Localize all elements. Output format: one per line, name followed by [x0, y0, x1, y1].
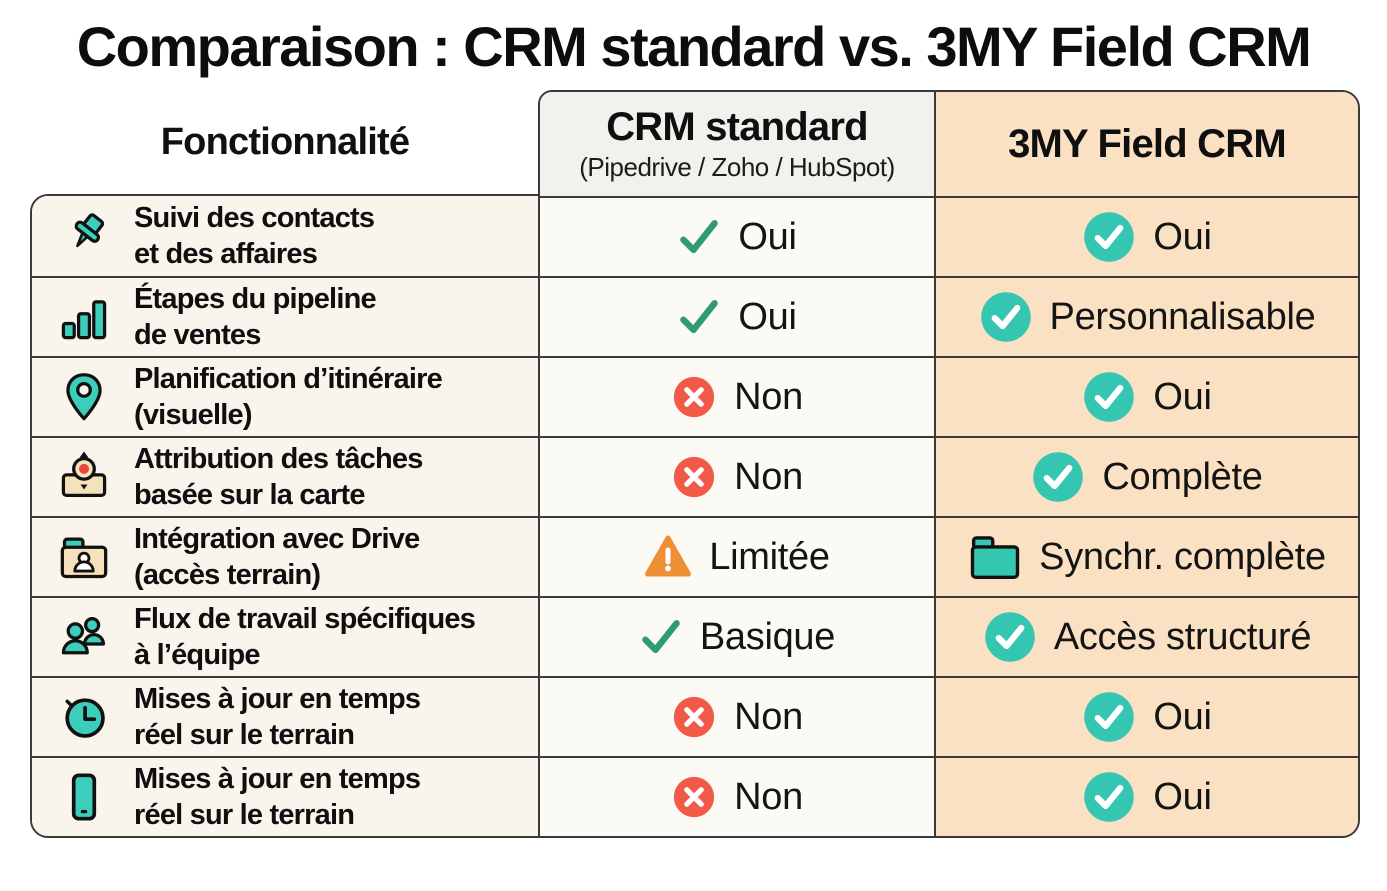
field-value-cell: Synchr. complète: [936, 516, 1358, 596]
crm-standard-column: CRM standard (Pipedrive / Zoho / HubSpot…: [538, 90, 936, 838]
feature-cell-realtime-updates: Mises à jour en temps réel sur le terrai…: [32, 676, 538, 756]
features-column: Fonctionnalité Suivi des contacts et des…: [30, 90, 540, 838]
comparison-table: Fonctionnalité Suivi des contacts et des…: [30, 90, 1387, 838]
standard-value-cell: Non: [540, 356, 934, 436]
standard-value: Oui: [738, 215, 797, 258]
folder-icon: [968, 530, 1022, 584]
map-pin-icon: [58, 371, 110, 423]
standard-value: Non: [734, 695, 803, 738]
feature-label: Intégration avec Drive (accès terrain): [134, 523, 420, 591]
field-value-cell: Complète: [936, 436, 1358, 516]
field-value: Accès structuré: [1053, 615, 1312, 658]
standard-value: Non: [734, 375, 803, 418]
field-crm-header: 3MY Field CRM: [936, 92, 1358, 196]
cross-circle-icon: [671, 774, 717, 820]
folder-user-icon: [58, 531, 110, 583]
check-circle-icon: [1082, 370, 1136, 424]
warning-icon: [644, 533, 692, 581]
page-title: Comparaison : CRM standard vs. 3MY Field…: [76, 15, 1312, 78]
team-icon: [58, 611, 110, 663]
feature-cell-pipeline: Étapes du pipeline de ventes: [32, 276, 538, 356]
crm-standard-title: CRM standard: [606, 104, 868, 149]
field-value: Oui: [1153, 375, 1212, 418]
check-circle-icon: [979, 290, 1033, 344]
bar-chart-icon: [58, 291, 110, 343]
standard-value: Basique: [699, 615, 836, 658]
check-circle-icon: [1031, 450, 1085, 504]
cross-circle-icon: [671, 454, 717, 500]
field-value: Synchr. complète: [1039, 535, 1326, 578]
checkmark-icon: [677, 295, 721, 339]
field-value: Oui: [1153, 215, 1212, 258]
field-value: Personnalisable: [1049, 295, 1316, 338]
map-task-icon: [58, 451, 110, 503]
feature-label: Mises à jour en temps réel sur le terrai…: [134, 683, 421, 751]
feature-cell-task-assignment: Attribution des tâches basée sur la cart…: [32, 436, 538, 516]
feature-cell-realtime-mobile: Mises à jour en temps réel sur le terrai…: [32, 756, 538, 836]
field-value-cell: Oui: [936, 756, 1358, 836]
feature-cell-route-planning: Planification d’itinéraire (visuelle): [32, 356, 538, 436]
feature-label: Planification d’itinéraire (visuelle): [134, 363, 443, 431]
feature-label: Attribution des tâches basée sur la cart…: [134, 443, 423, 511]
field-value-cell: Oui: [936, 356, 1358, 436]
check-circle-icon: [1082, 690, 1136, 744]
features-block: Suivi des contacts et des affaires Étape…: [30, 194, 540, 838]
field-crm-title: 3MY Field CRM: [1008, 122, 1287, 166]
check-circle-icon: [983, 610, 1037, 664]
crm-standard-subtitle: (Pipedrive / Zoho / HubSpot): [579, 151, 895, 182]
field-value: Oui: [1153, 695, 1212, 738]
standard-value: Limitée: [709, 535, 830, 578]
cross-circle-icon: [671, 374, 717, 420]
standard-value-cell: Non: [540, 436, 934, 516]
feature-label: Mises à jour en temps réel sur le terrai…: [134, 763, 421, 831]
field-value-cell: Personnalisable: [936, 276, 1358, 356]
field-value-cell: Accès structuré: [936, 596, 1358, 676]
phone-icon: [58, 771, 110, 823]
crm-standard-header: CRM standard (Pipedrive / Zoho / HubSpot…: [540, 92, 934, 196]
field-crm-column: 3MY Field CRM Oui Personnalisable Oui Co…: [934, 90, 1360, 838]
feature-cell-contacts: Suivi des contacts et des affaires: [32, 196, 538, 276]
field-crm-block: 3MY Field CRM Oui Personnalisable Oui Co…: [934, 90, 1360, 838]
pushpin-icon: [58, 210, 110, 262]
standard-value: Non: [734, 775, 803, 818]
standard-value-cell: Oui: [540, 196, 934, 276]
checkmark-icon: [639, 615, 683, 659]
feature-label: Suivi des contacts et des affaires: [134, 202, 375, 270]
feature-label: Étapes du pipeline de ventes: [134, 283, 377, 351]
field-value-cell: Oui: [936, 196, 1358, 276]
field-value: Complète: [1102, 455, 1263, 498]
feature-label: Flux de travail spécifiques à l’équipe: [134, 603, 476, 671]
standard-value-cell: Oui: [540, 276, 934, 356]
cross-circle-icon: [671, 694, 717, 740]
feature-cell-team-workflows: Flux de travail spécifiques à l’équipe: [32, 596, 538, 676]
field-value: Oui: [1153, 775, 1212, 818]
check-circle-icon: [1082, 770, 1136, 824]
standard-value-cell: Non: [540, 676, 934, 756]
field-value-cell: Oui: [936, 676, 1358, 756]
standard-value: Non: [734, 455, 803, 498]
clock-icon: [58, 691, 110, 743]
standard-value-cell: Basique: [540, 596, 934, 676]
standard-value-cell: Non: [540, 756, 934, 836]
checkmark-icon: [677, 215, 721, 259]
feature-cell-drive-integration: Intégration avec Drive (accès terrain): [32, 516, 538, 596]
standard-value-cell: Limitée: [540, 516, 934, 596]
standard-value: Oui: [738, 295, 797, 338]
check-circle-icon: [1082, 210, 1136, 264]
features-column-header: Fonctionnalité: [160, 120, 410, 163]
crm-standard-block: CRM standard (Pipedrive / Zoho / HubSpot…: [538, 90, 936, 838]
